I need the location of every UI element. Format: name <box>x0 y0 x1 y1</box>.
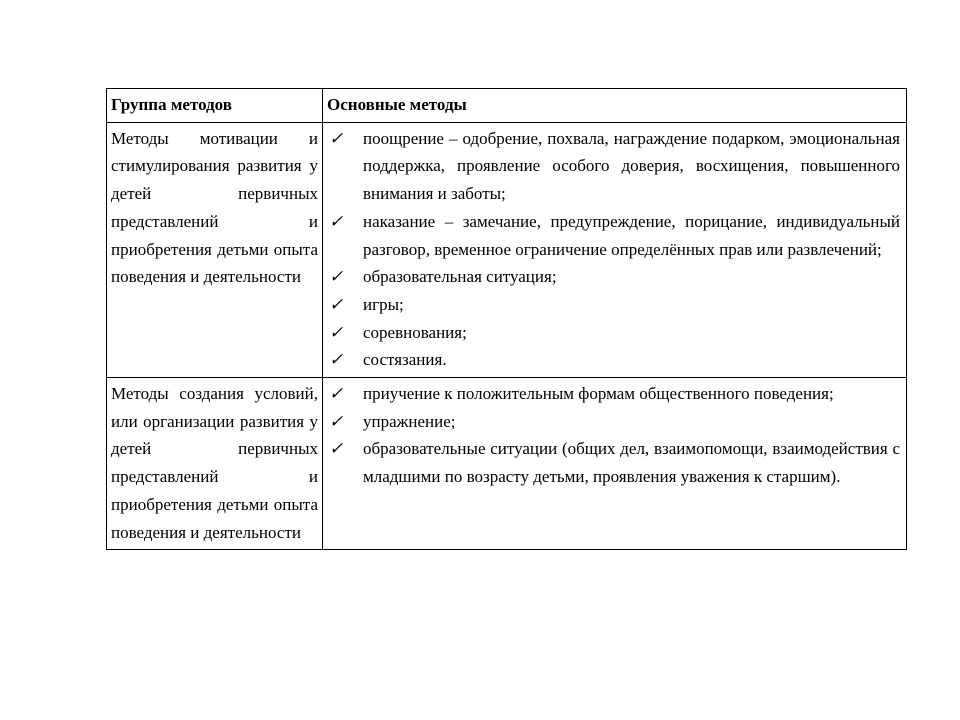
list-item: приучение к положительным формам обществ… <box>327 380 900 408</box>
methods-table: Группа методов Основные методы Методы мо… <box>106 88 907 550</box>
list-item: упражнение; <box>327 408 900 436</box>
table-row: Методы мотивации и стимулирования развит… <box>107 122 907 377</box>
list-item: образовательная ситуация; <box>327 263 900 291</box>
table-row: Методы создания условий, или организации… <box>107 378 907 550</box>
list-item: образовательные ситуации (общих дел, вза… <box>327 435 900 490</box>
page: Группа методов Основные методы Методы мо… <box>0 0 960 720</box>
header-methods: Основные методы <box>323 89 907 123</box>
list-item: игры; <box>327 291 900 319</box>
list-item: поощрение – одобрение, похвала, награжде… <box>327 125 900 208</box>
group-text: Методы мотивации и стимулирования развит… <box>111 125 318 291</box>
methods-list: поощрение – одобрение, похвала, награжде… <box>327 125 902 374</box>
group-cell: Методы создания условий, или организации… <box>107 378 323 550</box>
list-item: соревнования; <box>327 319 900 347</box>
group-text: Методы создания условий, или организации… <box>111 380 318 546</box>
table-header-row: Группа методов Основные методы <box>107 89 907 123</box>
header-group: Группа методов <box>107 89 323 123</box>
methods-list: приучение к положительным формам обществ… <box>327 380 902 491</box>
list-item: состязания. <box>327 346 900 374</box>
methods-cell: поощрение – одобрение, похвала, награжде… <box>323 122 907 377</box>
methods-cell: приучение к положительным формам обществ… <box>323 378 907 550</box>
list-item: наказание – замечание, предупреждение, п… <box>327 208 900 263</box>
group-cell: Методы мотивации и стимулирования развит… <box>107 122 323 377</box>
